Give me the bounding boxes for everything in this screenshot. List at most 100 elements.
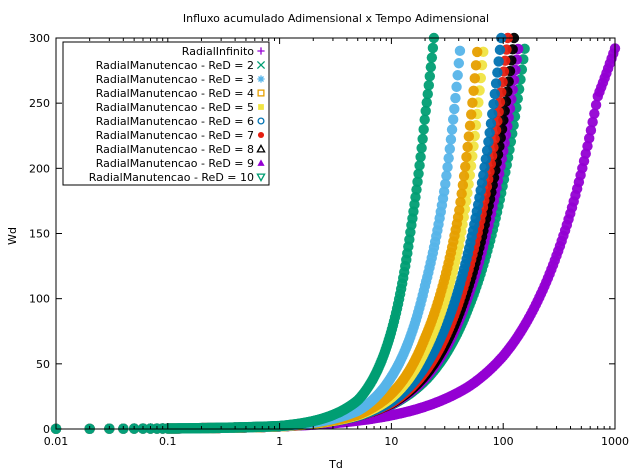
- x-axis-label: Td: [328, 458, 343, 471]
- data-point: [492, 67, 503, 78]
- legend-item: RadialManutencao - ReD = 7: [96, 129, 265, 142]
- legend-item: RadialManutencao - ReD = 4: [96, 87, 265, 100]
- y-tick-label: 200: [29, 162, 50, 175]
- legend-marker: [256, 173, 266, 182]
- y-tick-label: 150: [29, 228, 50, 241]
- data-point: [442, 161, 453, 173]
- data-point: [466, 109, 477, 120]
- data-point: [453, 58, 465, 69]
- data-point: [468, 85, 479, 97]
- data-point: [481, 145, 493, 156]
- data-point: [462, 141, 473, 153]
- data-point: [460, 161, 471, 172]
- data-point: [426, 52, 438, 63]
- x-tick-label: 0.01: [44, 435, 69, 448]
- data-point: [470, 60, 482, 71]
- data-point: [450, 92, 461, 104]
- data-point: [487, 108, 498, 120]
- data-point: [422, 88, 433, 100]
- legend-marker: [256, 60, 266, 70]
- data-point: [458, 170, 470, 182]
- y-tick-label: 50: [36, 358, 50, 371]
- data-point: [446, 124, 458, 135]
- legend-marker: [257, 131, 265, 139]
- legend-marker: [257, 89, 265, 97]
- data-point: [427, 42, 439, 54]
- x-tick-label: 10: [384, 435, 398, 448]
- data-point: [440, 178, 451, 190]
- legend-label: RadialManutencao - ReD = 9: [96, 157, 254, 170]
- data-point: [438, 186, 450, 197]
- data-point: [454, 204, 465, 216]
- data-point: [414, 160, 425, 171]
- legend-box: [62, 41, 270, 186]
- data-point: [425, 61, 437, 73]
- data-point: [421, 97, 432, 108]
- data-point: [464, 120, 476, 131]
- legend-item: RadialManutencao - ReD = 8: [96, 143, 266, 156]
- data-point: [457, 179, 469, 191]
- data-point: [441, 170, 452, 181]
- data-point: [461, 151, 472, 163]
- legend-label: RadialManutencao - ReD = 8: [96, 143, 254, 156]
- data-point: [423, 80, 434, 91]
- data-point: [443, 152, 454, 164]
- data-point: [412, 176, 423, 188]
- data-point: [418, 124, 429, 135]
- data-point: [452, 70, 463, 81]
- legend-label: RadialManutencao - ReD = 5: [96, 101, 254, 114]
- data-point: [589, 108, 600, 119]
- data-point: [483, 136, 494, 148]
- data-point: [415, 151, 426, 163]
- data-point: [582, 140, 593, 152]
- legend-marker: [257, 117, 265, 125]
- legend-label: RadialManutencao - ReD = 2: [96, 59, 254, 72]
- data-point: [424, 71, 436, 82]
- data-point: [480, 153, 492, 165]
- data-point: [417, 133, 428, 145]
- data-point: [467, 97, 478, 109]
- axes-layer: 0 50 100 150 200 250 300 0.01 0.1 1 10 100 1000: [29, 32, 629, 448]
- chart-title: Influxo acumulado Adimensional x Tempo A…: [183, 12, 489, 25]
- data-point: [490, 78, 502, 89]
- legend-label: RadialManutencao - ReD = 7: [96, 129, 254, 142]
- data-point: [454, 45, 466, 57]
- data-point: [479, 162, 490, 173]
- data-point: [494, 44, 506, 56]
- data-point: [445, 134, 457, 145]
- y-tick-label: 0: [43, 423, 50, 436]
- data-point: [478, 169, 489, 181]
- legend-item: RadialManutencao - ReD = 9: [96, 157, 265, 170]
- data-point: [469, 73, 481, 84]
- legend-item: RadialManutencao - ReD = 5: [96, 101, 264, 114]
- y-tick-label: 100: [29, 293, 50, 306]
- data-point: [585, 125, 597, 136]
- data-point: [455, 196, 466, 208]
- data-point: [456, 188, 467, 199]
- legend-item: RadialManutencao - ReD = 2: [96, 59, 266, 72]
- legend-label: RadialInfinito: [182, 45, 254, 58]
- legend-item: RadialManutencao - ReD = 3: [96, 73, 265, 86]
- data-point: [587, 116, 598, 128]
- data-point: [451, 81, 462, 93]
- data-point: [413, 168, 424, 179]
- legend-marker: [257, 75, 265, 83]
- legend-item: RadialManutencao - ReD = 10: [89, 171, 266, 184]
- data-point: [447, 114, 459, 125]
- data-point: [444, 143, 455, 155]
- x-tick-label: 1: [276, 435, 283, 448]
- data-point: [493, 56, 504, 67]
- legend-marker: [258, 104, 264, 110]
- data-point: [449, 103, 460, 115]
- data-point: [484, 127, 495, 139]
- legend-marker: [256, 144, 266, 153]
- data-point: [489, 88, 501, 100]
- legend-label: RadialManutencao - ReD = 4: [96, 87, 254, 100]
- data-point: [420, 105, 431, 117]
- legend-label: RadialManutencao - ReD = 6: [96, 115, 254, 128]
- data-point: [584, 133, 595, 144]
- legend-marker: [257, 47, 265, 55]
- legend-item: RadialInfinito: [182, 45, 265, 58]
